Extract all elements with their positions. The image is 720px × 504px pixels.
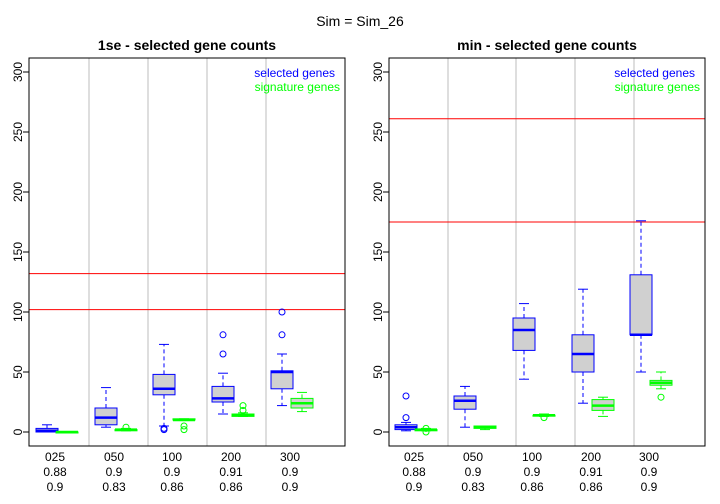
signature-box-300 [649,371,673,401]
y-tick-label: 50 [371,365,385,379]
x-tick-label: 300 [639,450,659,464]
outlier-point [657,393,665,401]
x-tick-label: 0.9 [282,465,299,479]
x-tick-label: 0.9 [641,465,658,479]
panel-title: 1se - selected gene counts [98,37,276,53]
signature-box-200 [231,402,255,417]
selected-box-025 [394,392,418,432]
y-tick-label: 150 [11,242,25,262]
panel-min: min - selected gene counts05010015020025… [371,37,706,494]
x-tick-label: 0.86 [520,480,544,494]
signature-box-100 [532,413,556,422]
x-tick-label: 0.9 [47,480,64,494]
y-tick-label: 200 [11,182,25,202]
outlier-point [180,426,188,434]
x-tick-label: 0.88 [43,465,67,479]
outlier-point [402,392,410,400]
signature-box-025 [55,430,79,434]
selected-box-050 [453,385,477,428]
outlier-point [422,428,430,436]
legend-signature: signature genes [255,80,340,94]
x-tick-label: 0.91 [219,465,243,479]
selected-box-050 [94,387,118,428]
y-tick-label: 50 [11,365,25,379]
signature-box-200 [591,396,615,417]
outlier-point [422,424,430,432]
x-tick-label: 200 [221,450,241,464]
selected-box-300 [629,220,653,373]
selected-box-025 [35,424,59,433]
y-tick-label: 200 [371,182,385,202]
x-tick-label: 0.83 [102,480,126,494]
x-tick-label: 050 [104,450,124,464]
plot-frame [28,57,346,447]
selected-box-300 [270,308,294,407]
signature-box-025 [414,424,438,436]
outlier-point [540,414,548,422]
x-tick-label: 0.9 [282,480,299,494]
outlier-point [219,331,227,339]
outlier-point [239,402,247,410]
y-tick-label: 250 [371,122,385,142]
x-tick-label: 0.9 [164,465,181,479]
legend-selected: selected genes [614,66,695,80]
selected-box-200 [571,288,595,404]
x-tick-label: 0.9 [641,480,658,494]
outlier-point [278,331,286,339]
panel-1se: 1se - selected gene counts05010015020025… [11,37,346,494]
selected-box-200 [211,331,235,415]
legend-signature: signature genes [615,80,700,94]
y-tick-label: 100 [371,302,385,322]
y-tick-label: 250 [11,122,25,142]
y-tick-label: 0 [371,428,385,435]
x-tick-label: 0.88 [402,465,426,479]
figure-title: Sim = Sim_26 [316,13,404,29]
outlier-point [160,424,168,432]
x-tick-label: 200 [581,450,601,464]
box-body [270,370,294,390]
x-tick-label: 300 [280,450,300,464]
x-tick-label: 0.9 [524,465,541,479]
legend-selected: selected genes [254,66,335,80]
panel-title: min - selected gene counts [457,37,637,53]
box-body [512,317,536,351]
x-tick-label: 0.83 [461,480,485,494]
signature-box-050 [114,423,138,432]
x-tick-label: 100 [162,450,182,464]
box-body [453,395,477,410]
outlier-point [122,423,130,431]
x-tick-label: 100 [522,450,542,464]
outlier-point [239,406,247,414]
x-tick-label: 0.86 [579,480,603,494]
outlier-point [219,350,227,358]
signature-box-300 [290,391,314,413]
signature-box-050 [473,425,497,431]
x-tick-label: 0.86 [160,480,184,494]
outlier-point [402,414,410,422]
signature-box-100 [172,418,196,434]
x-tick-label: 050 [463,450,483,464]
x-tick-label: 025 [404,450,424,464]
box-body [629,274,653,336]
x-tick-label: 0.91 [579,465,603,479]
plot-frame [388,57,706,447]
x-tick-label: 0.9 [465,465,482,479]
x-tick-label: 0.9 [106,465,123,479]
x-tick-label: 0.86 [219,480,243,494]
y-tick-label: 300 [371,62,385,82]
y-tick-label: 300 [11,62,25,82]
box-body [211,385,235,403]
x-tick-label: 0.9 [406,480,423,494]
y-tick-label: 150 [371,242,385,262]
selected-box-100 [152,343,176,434]
outlier-point [278,308,286,316]
box-body [152,373,176,396]
x-tick-label: 025 [45,450,65,464]
outlier-point [180,422,188,430]
y-tick-label: 0 [11,428,25,435]
selected-box-100 [512,303,536,380]
y-tick-label: 100 [11,302,25,322]
